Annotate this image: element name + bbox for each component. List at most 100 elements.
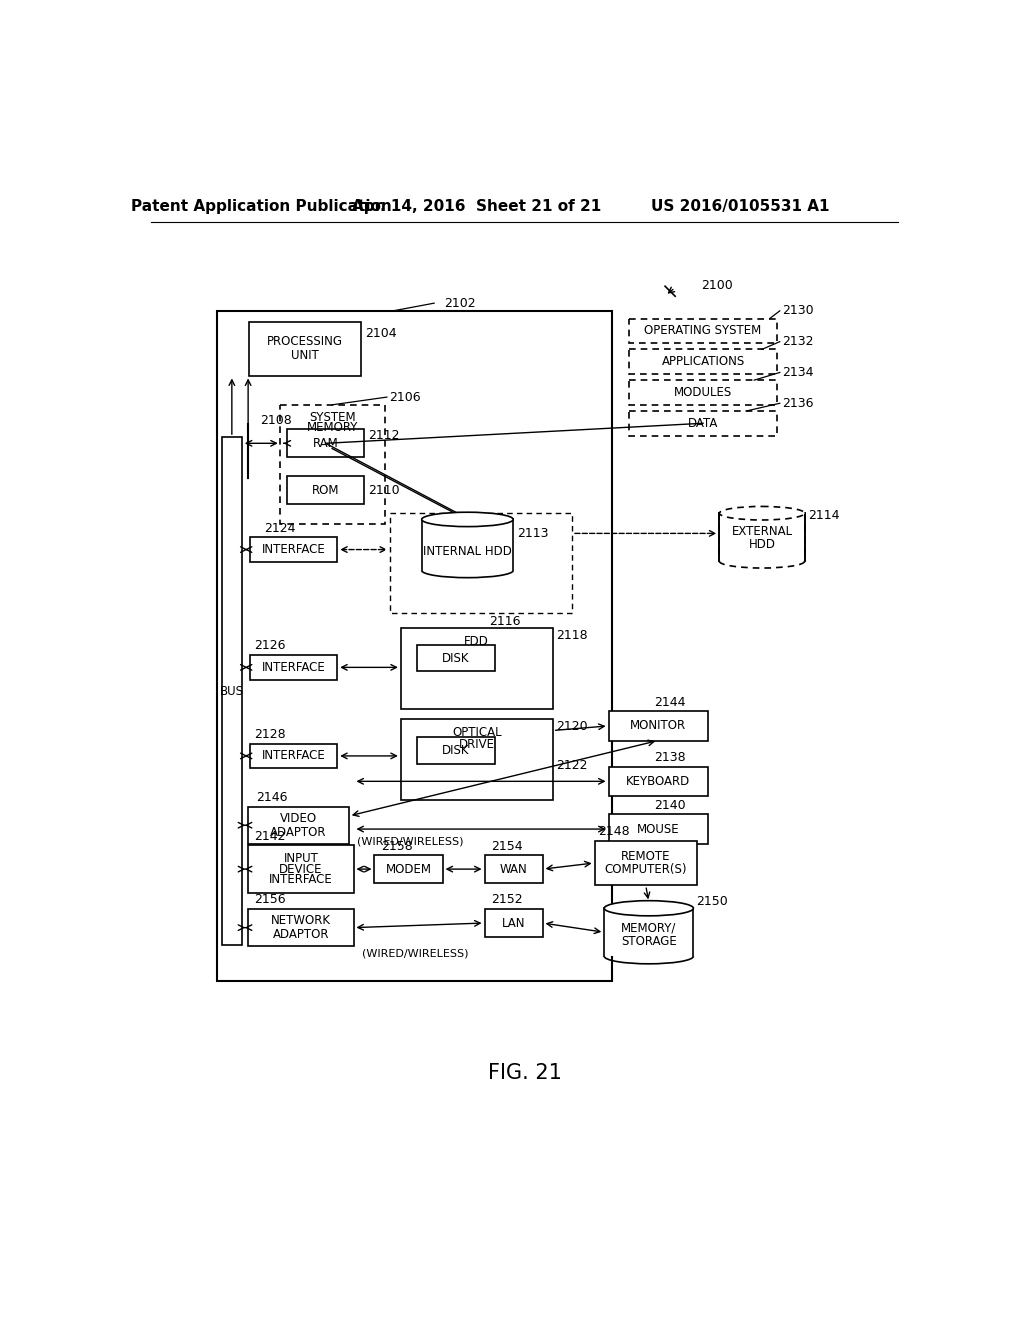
Bar — [400, 628, 553, 709]
Bar — [604, 908, 693, 956]
Text: 2114: 2114 — [809, 510, 840, 523]
Text: OPTICAL: OPTICAL — [452, 726, 502, 739]
Text: 2118: 2118 — [557, 630, 588, 643]
Bar — [608, 767, 708, 796]
Text: 2110: 2110 — [369, 483, 400, 496]
Text: 2126: 2126 — [254, 639, 286, 652]
Text: MODULES: MODULES — [674, 385, 732, 399]
Text: 2140: 2140 — [654, 799, 686, 812]
Text: 2132: 2132 — [782, 335, 814, 348]
Bar — [608, 814, 708, 843]
Text: PROCESSING: PROCESSING — [267, 335, 343, 348]
Text: 2134: 2134 — [782, 366, 814, 379]
Bar — [217, 312, 612, 981]
Bar — [287, 477, 365, 504]
Text: INTERFACE: INTERFACE — [262, 750, 326, 763]
Text: FDD: FDD — [464, 635, 489, 648]
Text: 2120: 2120 — [557, 721, 588, 733]
Text: 2100: 2100 — [701, 279, 733, 292]
Text: HDD: HDD — [749, 539, 775, 552]
Ellipse shape — [604, 900, 693, 916]
Text: OPERATING SYSTEM: OPERATING SYSTEM — [644, 325, 762, 338]
Bar — [249, 322, 361, 376]
Text: INPUT: INPUT — [284, 851, 318, 865]
Text: DEVICE: DEVICE — [280, 862, 323, 875]
Text: MODEM: MODEM — [386, 862, 431, 875]
Text: 2148: 2148 — [598, 825, 630, 838]
Bar — [248, 909, 353, 946]
Text: INTERNAL HDD: INTERNAL HDD — [423, 545, 512, 557]
Bar — [222, 437, 242, 945]
Bar — [248, 845, 353, 892]
Bar — [629, 380, 777, 405]
Bar — [719, 513, 805, 561]
Text: DISK: DISK — [442, 744, 470, 758]
Text: (WIRED/WIRELESS): (WIRED/WIRELESS) — [357, 837, 464, 846]
Bar — [629, 411, 777, 436]
Text: 2152: 2152 — [490, 894, 522, 907]
Bar — [484, 855, 543, 883]
Text: ADAPTOR: ADAPTOR — [272, 928, 329, 941]
Ellipse shape — [422, 512, 513, 527]
Text: MEMORY/: MEMORY/ — [622, 921, 677, 935]
Bar — [422, 519, 513, 570]
Text: LAN: LAN — [502, 916, 525, 929]
Text: 2112: 2112 — [369, 429, 399, 442]
Ellipse shape — [719, 507, 805, 520]
Text: 2122: 2122 — [557, 759, 588, 772]
Bar — [248, 807, 349, 843]
Text: (WIRED/WIRELESS): (WIRED/WIRELESS) — [362, 949, 469, 958]
Text: SYSTEM: SYSTEM — [309, 411, 355, 424]
Text: INTERFACE: INTERFACE — [262, 543, 326, 556]
Text: INTERFACE: INTERFACE — [262, 661, 326, 675]
Bar — [287, 429, 365, 457]
Text: FIG. 21: FIG. 21 — [487, 1063, 562, 1084]
Bar — [280, 405, 385, 524]
Text: COMPUTER(S): COMPUTER(S) — [604, 863, 687, 876]
Bar — [400, 719, 553, 800]
Text: 2138: 2138 — [654, 751, 686, 764]
Text: UNIT: UNIT — [291, 348, 319, 362]
Text: 2144: 2144 — [654, 696, 686, 709]
Bar — [375, 855, 442, 883]
Text: MEMORY: MEMORY — [306, 421, 358, 434]
Bar — [595, 841, 697, 886]
Text: BUS: BUS — [220, 685, 244, 698]
Bar — [251, 743, 337, 768]
Text: ROM: ROM — [312, 483, 339, 496]
Text: 2150: 2150 — [695, 895, 727, 908]
Bar — [417, 645, 495, 671]
Bar — [484, 909, 543, 937]
Text: 2136: 2136 — [782, 397, 814, 409]
Text: RAM: RAM — [312, 437, 339, 450]
Text: EXTERNAL: EXTERNAL — [731, 524, 793, 537]
Text: 2154: 2154 — [490, 840, 522, 853]
Text: 2156: 2156 — [254, 894, 286, 907]
Text: KEYBOARD: KEYBOARD — [626, 775, 690, 788]
Text: REMOTE: REMOTE — [621, 850, 671, 862]
Text: Patent Application Publication: Patent Application Publication — [131, 198, 391, 214]
Bar — [608, 711, 708, 741]
Bar — [629, 318, 777, 343]
Bar — [417, 738, 495, 763]
Text: DRIVE: DRIVE — [459, 738, 495, 751]
Text: 2158: 2158 — [381, 840, 413, 853]
Text: MOUSE: MOUSE — [637, 822, 679, 836]
Text: MONITOR: MONITOR — [630, 719, 686, 733]
Bar — [390, 512, 572, 612]
Text: APPLICATIONS: APPLICATIONS — [662, 355, 744, 368]
Text: 2106: 2106 — [389, 391, 421, 404]
Text: INTERFACE: INTERFACE — [269, 874, 333, 887]
Text: Apr. 14, 2016  Sheet 21 of 21: Apr. 14, 2016 Sheet 21 of 21 — [352, 198, 601, 214]
Text: 2113: 2113 — [517, 527, 549, 540]
Text: 2146: 2146 — [256, 791, 288, 804]
Bar — [629, 350, 777, 374]
Bar — [251, 655, 337, 680]
Text: STORAGE: STORAGE — [621, 935, 677, 948]
Text: VIDEO: VIDEO — [280, 812, 317, 825]
Text: DISK: DISK — [442, 652, 470, 665]
Text: US 2016/0105531 A1: US 2016/0105531 A1 — [651, 198, 829, 214]
Text: 2116: 2116 — [488, 615, 520, 628]
Text: 2128: 2128 — [254, 727, 286, 741]
Text: WAN: WAN — [500, 862, 527, 875]
